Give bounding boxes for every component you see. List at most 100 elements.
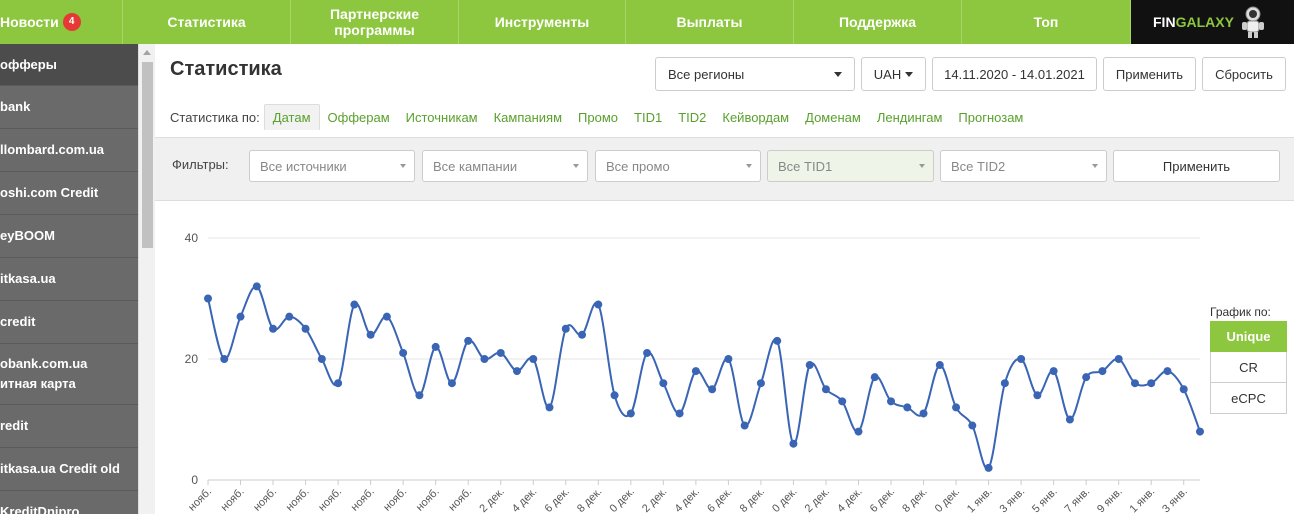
- sidebar-item[interactable]: obank.com.ua итная карта: [0, 344, 138, 405]
- data-point: [1065, 415, 1074, 424]
- x-tick-label: 2 дек.: [640, 486, 669, 514]
- tid2-filter[interactable]: Все TID2: [940, 150, 1107, 182]
- data-point: [269, 324, 278, 333]
- region-select[interactable]: Все регионы: [655, 57, 855, 91]
- data-point: [1163, 367, 1172, 376]
- data-point: [334, 379, 343, 388]
- nav-news[interactable]: Новости 4: [0, 0, 123, 44]
- graph-cr-button[interactable]: CR: [1210, 352, 1287, 383]
- sidebar-item[interactable]: itkasa.ua Credit old: [0, 448, 138, 491]
- campaigns-filter[interactable]: Все кампании: [422, 150, 588, 182]
- scrollbar-thumb[interactable]: [142, 62, 153, 248]
- nav-statistics[interactable]: Статистика: [123, 0, 291, 44]
- graph-by-label: График по:: [1210, 305, 1271, 319]
- tab-forecasts[interactable]: Прогнозам: [958, 109, 1024, 125]
- data-point: [529, 355, 538, 363]
- data-point: [1179, 385, 1188, 394]
- tab-domains[interactable]: Доменам: [805, 109, 861, 125]
- sidebar-item[interactable]: eyBOOM: [0, 215, 138, 258]
- sidebar-item-label: itkasa.ua Credit old: [0, 461, 120, 476]
- promo-filter-value: Все промо: [606, 158, 670, 174]
- data-point: [740, 421, 749, 430]
- tab-landings[interactable]: Лендингам: [876, 109, 943, 125]
- nav-top[interactable]: Топ: [962, 0, 1131, 44]
- sidebar-item[interactable]: credit: [0, 301, 138, 344]
- tab-tid1[interactable]: TID1: [634, 109, 663, 125]
- tab-campaigns[interactable]: Кампаниям: [493, 109, 563, 125]
- chevron-down-icon: [746, 164, 752, 168]
- sidebar-item[interactable]: llombard.com.ua: [0, 129, 138, 172]
- x-tick-label: 0 дек.: [770, 486, 799, 514]
- sidebar-item[interactable]: bank: [0, 86, 138, 129]
- x-tick-label: нояб.: [446, 486, 474, 514]
- data-point: [935, 361, 944, 370]
- sidebar-item[interactable]: redit: [0, 405, 138, 448]
- series-line: [207, 285, 1201, 470]
- apply-button[interactable]: Применить: [1103, 57, 1196, 91]
- apply-filters-button[interactable]: Применить: [1113, 150, 1280, 182]
- tab-dates[interactable]: Датам: [263, 104, 320, 130]
- tid2-filter-value: Все TID2: [951, 158, 1006, 174]
- data-point: [415, 391, 424, 400]
- chevron-down-icon: [834, 71, 842, 77]
- x-tick-label: 9 янв.: [1095, 486, 1125, 514]
- y-tick-label: 0: [191, 473, 198, 487]
- x-tick-label: нояб.: [349, 486, 377, 514]
- data-point: [789, 439, 798, 448]
- graph-ecpc-button[interactable]: eCPC: [1210, 383, 1287, 414]
- nav-tools[interactable]: Инструменты: [459, 0, 626, 44]
- data-point: [643, 348, 652, 357]
- x-tick-label: 3 янв.: [997, 486, 1027, 514]
- data-point: [220, 355, 229, 363]
- date-range-picker[interactable]: 14.11.2020 - 14.01.2021: [932, 57, 1097, 91]
- data-point: [659, 379, 668, 388]
- data-point: [1114, 355, 1123, 363]
- tab-offers[interactable]: Офферам: [327, 109, 390, 125]
- sidebar-item-label: oshi.com Credit: [0, 185, 99, 200]
- data-point: [512, 367, 521, 376]
- data-point: [1082, 373, 1091, 382]
- data-point: [561, 324, 570, 333]
- data-point: [675, 409, 684, 418]
- tab-sources[interactable]: Источникам: [405, 109, 478, 125]
- sidebar-item[interactable]: oshi.com Credit: [0, 172, 138, 215]
- sidebar-item-label: itkasa.ua: [0, 271, 56, 286]
- data-point: [350, 300, 359, 309]
- data-point: [1130, 379, 1139, 388]
- chevron-down-icon: [905, 71, 914, 77]
- tab-promo[interactable]: Промо: [578, 109, 619, 125]
- fingalaxy-logo[interactable]: FIN GALAXY: [1131, 0, 1294, 44]
- data-point: [464, 336, 473, 345]
- x-tick-label: нояб.: [219, 486, 247, 514]
- tab-tid2[interactable]: TID2: [678, 109, 707, 125]
- data-point: [870, 373, 879, 382]
- data-point: [805, 361, 814, 370]
- reset-button[interactable]: Сбросить: [1202, 57, 1286, 91]
- data-point: [854, 427, 863, 436]
- tab-keywords[interactable]: Кейвордам: [722, 109, 790, 125]
- sidebar-item[interactable]: KreditDnipro: [0, 491, 138, 514]
- sidebar-item[interactable]: офферы: [0, 44, 138, 86]
- data-point: [821, 385, 830, 394]
- statistics-chart: 0 20 40 нояб. нояб. нояб. нояб. нояб. нояб. нояб.…: [155, 214, 1294, 515]
- sources-filter[interactable]: Все источники: [249, 150, 415, 182]
- graph-unique-button[interactable]: Unique: [1210, 321, 1287, 352]
- sources-filter-value: Все источники: [260, 158, 347, 174]
- x-tick-label: 7 янв.: [1063, 486, 1093, 514]
- tabs-label: Статистика по:: [170, 109, 260, 125]
- promo-filter[interactable]: Все промо: [595, 150, 761, 182]
- tid1-filter[interactable]: Все TID1: [767, 150, 934, 182]
- y-tick-label: 20: [185, 352, 199, 366]
- nav-support[interactable]: Поддержка: [794, 0, 962, 44]
- x-tick-label: 8 дек.: [575, 486, 604, 514]
- nav-news-label: Новости: [0, 14, 59, 30]
- data-point: [1049, 367, 1058, 376]
- region-select-value: Все регионы: [668, 66, 745, 82]
- nav-payouts[interactable]: Выплаты: [626, 0, 794, 44]
- sidebar-item[interactable]: itkasa.ua: [0, 258, 138, 301]
- chevron-down-icon: [400, 164, 406, 168]
- nav-partner-programs[interactable]: Партнерские программы: [291, 0, 459, 44]
- currency-dropdown[interactable]: UAH: [861, 57, 926, 91]
- scroll-up-icon[interactable]: [143, 50, 151, 55]
- sidebar-scrollbar[interactable]: [138, 44, 155, 514]
